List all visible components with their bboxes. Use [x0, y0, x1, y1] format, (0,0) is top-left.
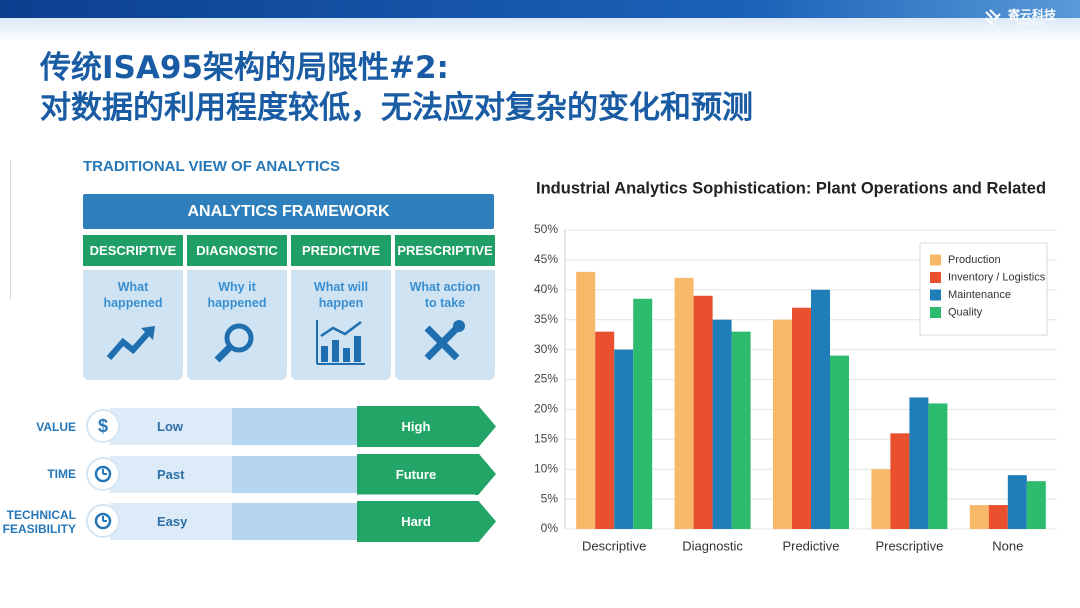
legend-label: Inventory / Logistics: [948, 271, 1046, 283]
column-text: What action to take: [409, 280, 481, 310]
row-icon-shape: [94, 465, 112, 482]
y-tick-label: 15%: [534, 431, 558, 445]
top-bar: [0, 0, 1080, 18]
bar-arrow: [357, 406, 496, 447]
bar: [614, 349, 634, 529]
row-start: Easy: [157, 514, 188, 529]
column-header: PREDICTIVE: [291, 235, 391, 266]
logo-subtext: NeuCloud: [1017, 21, 1044, 27]
row-icon: [86, 456, 120, 491]
y-tick-label: 50%: [534, 222, 558, 236]
row-start: Past: [157, 466, 185, 482]
column-header: PRESCRIPTIVE: [395, 235, 495, 266]
x-tick-label: None: [992, 538, 1023, 553]
bar: [988, 505, 1008, 529]
bar: [811, 289, 830, 529]
column-icon: [316, 320, 365, 365]
divider: [10, 160, 11, 300]
bar: [792, 307, 811, 529]
row-icon: [86, 504, 120, 538]
y-tick-label: 40%: [534, 282, 558, 296]
bar-arrow: [357, 453, 496, 495]
column-body: [291, 270, 391, 380]
logo-mark: [985, 9, 1001, 26]
bar: [731, 331, 751, 529]
row-label: TECHNICAL FEASIBILITY: [2, 507, 77, 536]
x-tick-label: Predictive: [782, 538, 839, 553]
bar-middle: [232, 503, 357, 540]
bar: [969, 505, 989, 529]
column-icon: [214, 323, 254, 363]
row-start: Low: [157, 419, 183, 434]
bar: [693, 295, 713, 529]
bar: [1007, 475, 1027, 529]
bar-start: [110, 455, 232, 493]
y-tick-label: 45%: [534, 252, 558, 266]
row-end: High: [401, 419, 431, 434]
framework-title: ANALYTICS FRAMEWORK: [83, 194, 494, 229]
column-header: DIAGNOSTIC: [187, 235, 287, 266]
y-tick-label: 35%: [534, 312, 558, 326]
legend-label: Maintenance: [948, 289, 1011, 301]
top-fade: [0, 18, 1080, 42]
bar-middle: [232, 455, 357, 493]
bar: [595, 331, 615, 529]
bar: [830, 355, 849, 529]
row-end: Future: [395, 466, 437, 482]
legend-swatch: [930, 254, 941, 266]
bar: [1026, 481, 1046, 529]
column-body: [83, 270, 183, 380]
x-tick-label: Diagnostic: [682, 538, 743, 553]
y-tick-label: 20%: [534, 402, 558, 416]
row-label: VALUE: [36, 419, 76, 434]
bar-arrow: [357, 501, 496, 542]
column-body: [395, 270, 495, 380]
bar: [773, 319, 792, 529]
bar-start: [110, 408, 232, 445]
bar: [633, 298, 653, 529]
slide-subtitle: 对数据的利用程度较低，无法应对复杂的变化和预测: [40, 90, 753, 126]
y-tick-label: 30%: [534, 342, 558, 356]
legend-swatch: [930, 272, 941, 283]
bar: [928, 403, 948, 529]
chart-title: Industrial Analytics Sophistication: Pla…: [536, 179, 1046, 197]
legend-box: [919, 242, 1048, 336]
x-tick-label: Prescriptive: [875, 538, 943, 553]
row-icon-shape: [94, 512, 112, 530]
column-text: Why it happened: [207, 280, 267, 310]
x-tick-label: Descriptive: [582, 538, 646, 553]
bar: [871, 469, 891, 529]
column-header: DESCRIPTIVE: [83, 235, 183, 266]
y-tick-label: 5%: [541, 491, 559, 505]
column-icon: [424, 320, 465, 361]
bar-start: [110, 503, 232, 540]
legend-swatch: [930, 289, 941, 301]
y-tick-label: 25%: [534, 372, 558, 386]
y-tick-label: 0%: [541, 521, 559, 535]
row-label: TIME: [47, 467, 76, 481]
legend-swatch: [930, 307, 941, 318]
infographic-heading: TRADITIONAL VIEW OF ANALYTICS: [83, 158, 340, 175]
legend-label: Production: [948, 254, 1001, 266]
bar-middle: [232, 408, 357, 445]
row-end: Hard: [401, 514, 431, 529]
logo-text: 寄云科技: [1008, 8, 1057, 22]
bar: [909, 397, 929, 529]
bar: [890, 433, 910, 529]
row-icon: $: [86, 409, 120, 443]
bar: [576, 271, 596, 529]
bar: [674, 277, 694, 529]
bar: [712, 319, 732, 529]
legend-label: Quality: [948, 306, 983, 318]
column-icon: [106, 326, 155, 360]
slide-title: 传统ISA95架构的局限性#2:: [40, 50, 449, 86]
column-text: What happened: [103, 280, 163, 310]
y-tick-label: 10%: [534, 461, 558, 475]
column-text: What will happen: [313, 280, 369, 310]
